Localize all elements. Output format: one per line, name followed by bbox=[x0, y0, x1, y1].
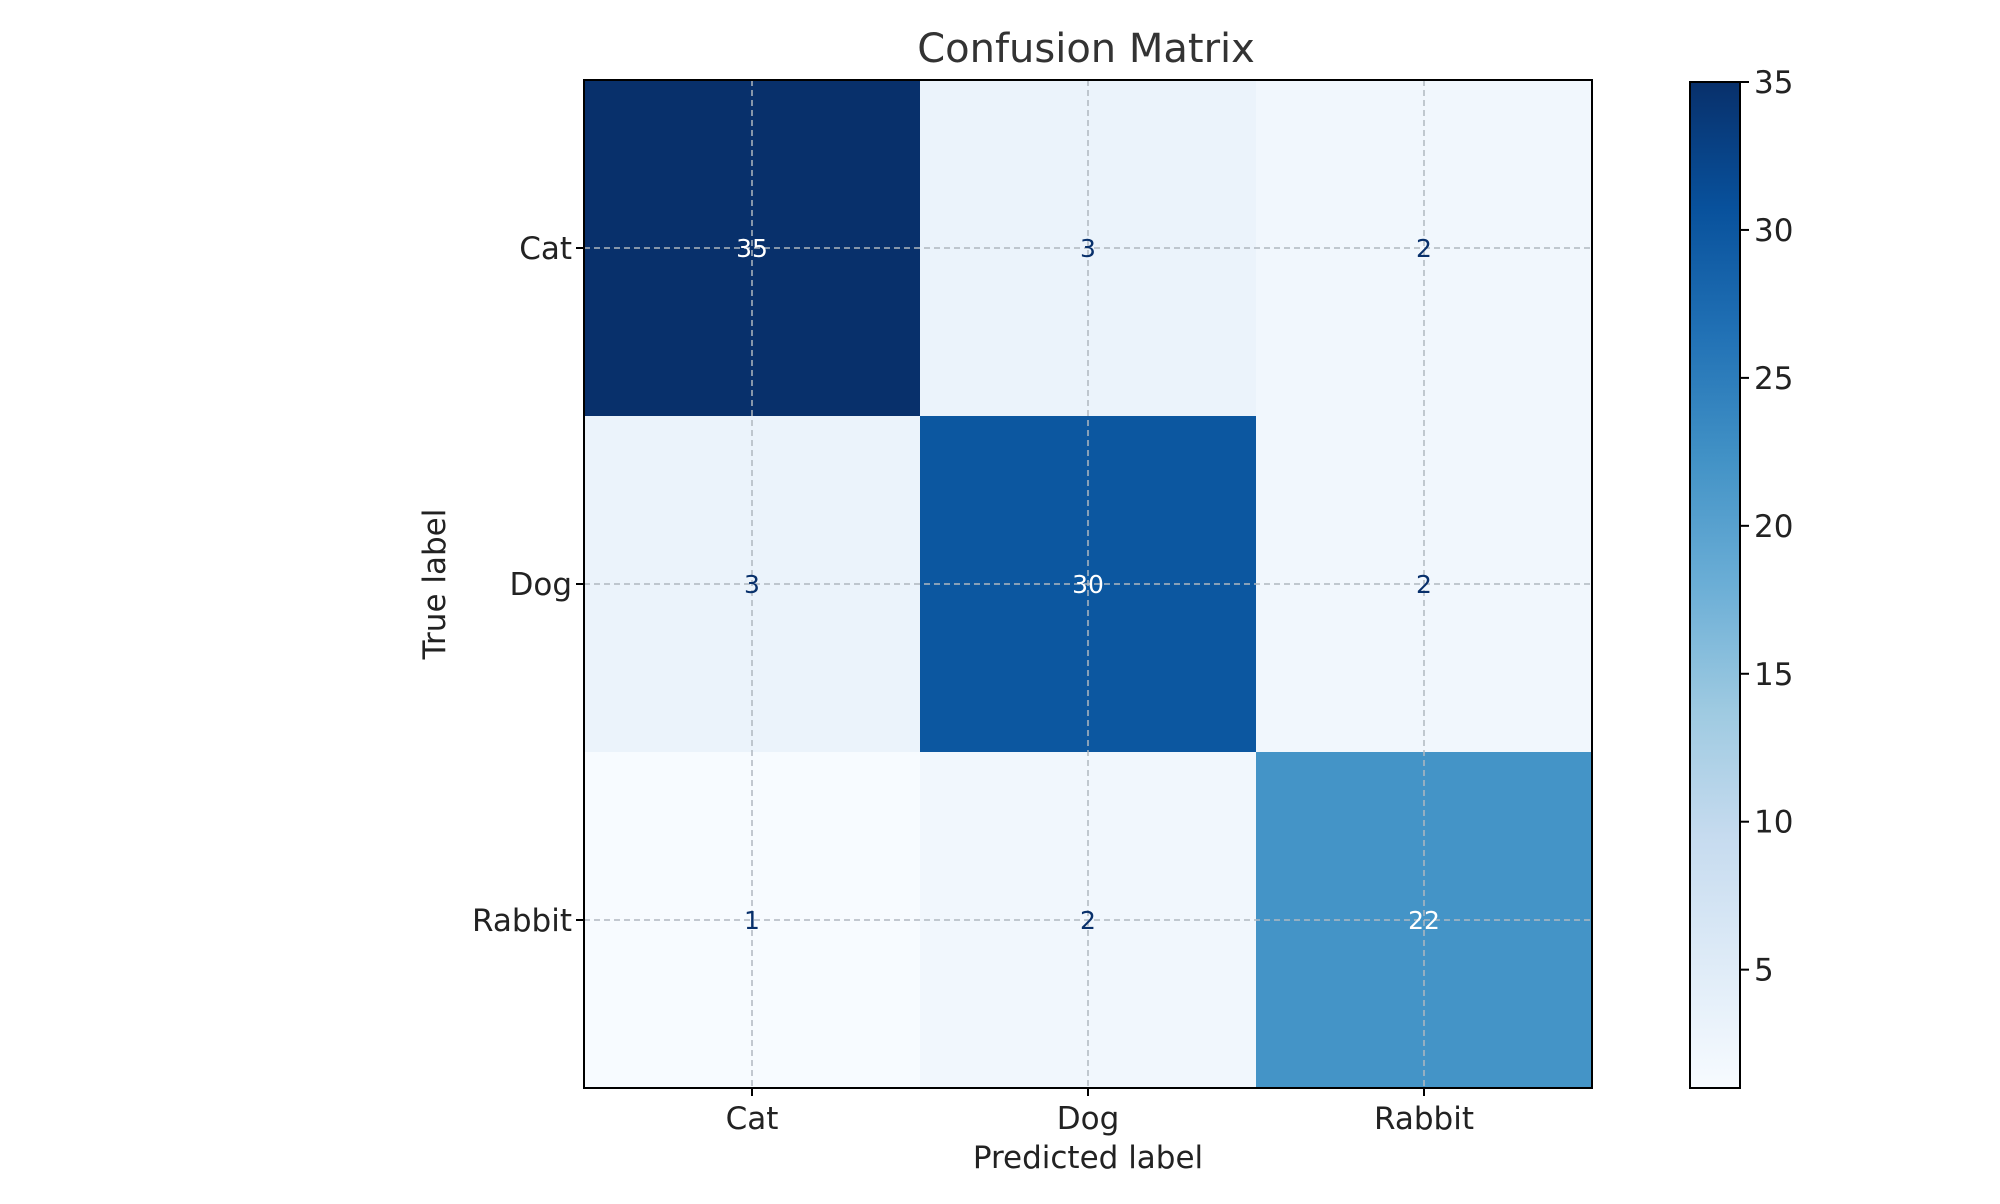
colorbar-tick-label: 35 bbox=[1754, 65, 1793, 101]
cell-value-label: 1 bbox=[744, 906, 760, 935]
chart-title: Confusion Matrix bbox=[917, 26, 1255, 72]
cell-value-labels: 35 3 23 30 21 2 22 bbox=[736, 234, 1440, 935]
x-tick-label: Cat bbox=[726, 1101, 779, 1137]
y-tick-label: Dog bbox=[509, 567, 572, 603]
y-axis-label: True label bbox=[417, 509, 453, 661]
y-tick-label: Cat bbox=[519, 231, 572, 267]
colorbar-tick-label: 30 bbox=[1754, 213, 1793, 249]
gridlines bbox=[584, 80, 1592, 1088]
x-axis-ticks: Cat Dog Rabbit bbox=[726, 1088, 1474, 1137]
x-tick-label: Dog bbox=[1057, 1101, 1120, 1137]
colorbar-tick-label: 15 bbox=[1754, 657, 1793, 693]
colorbar-tick-label: 10 bbox=[1754, 805, 1793, 841]
cell-value-label: 2 bbox=[1416, 234, 1432, 263]
colorbar bbox=[1689, 81, 1741, 1089]
colorbar-tick-label: 20 bbox=[1754, 509, 1793, 545]
x-axis-label: Predicted label bbox=[973, 1140, 1203, 1176]
colorbar-tick-label: 25 bbox=[1754, 361, 1793, 397]
cell-value-label: 2 bbox=[1416, 570, 1432, 599]
cell-value-label: 3 bbox=[1080, 234, 1096, 263]
cell-value-label: 22 bbox=[1408, 906, 1440, 935]
x-tick-label: Rabbit bbox=[1374, 1101, 1474, 1137]
cell-value-label: 30 bbox=[1072, 570, 1104, 599]
y-tick-label: Rabbit bbox=[472, 903, 572, 939]
cell-value-label: 3 bbox=[744, 570, 760, 599]
cell-value-label: 35 bbox=[736, 234, 768, 263]
cell-value-label: 2 bbox=[1080, 906, 1096, 935]
colorbar-tick-label: 5 bbox=[1754, 953, 1774, 989]
colorbar-ticks: 5 10 15 20 25 30 35 bbox=[1740, 65, 1793, 989]
y-axis-ticks: Cat Dog Rabbit bbox=[472, 231, 584, 939]
